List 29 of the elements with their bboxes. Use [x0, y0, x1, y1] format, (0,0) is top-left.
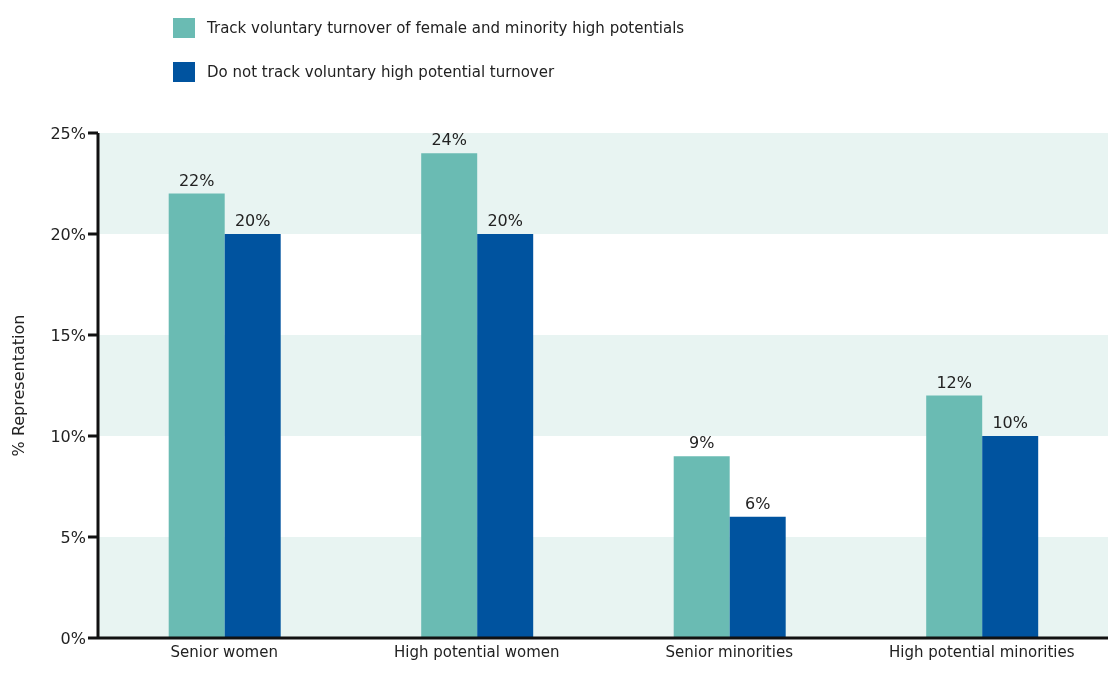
y-tick-label: 20% — [50, 224, 86, 244]
data-label: 6% — [745, 493, 771, 513]
data-label: 12% — [936, 372, 972, 392]
x-tick-label: Senior women — [170, 642, 278, 661]
data-label: 22% — [178, 170, 215, 190]
x-tick-label: Senior minorities — [665, 642, 794, 661]
bar — [926, 395, 983, 638]
data-label: 24% — [431, 130, 467, 150]
y-axis-title: % Representation — [8, 314, 28, 457]
y-tick-label: 0% — [60, 628, 86, 648]
bar — [224, 234, 281, 638]
bar — [729, 516, 786, 638]
x-tick-label: High potential minorities — [888, 642, 1075, 661]
legend-label: Track voluntary turnover of female and minority high potentials — [207, 19, 685, 37]
y-tick-label: 5% — [60, 527, 86, 547]
y-tick-label: 25% — [50, 123, 86, 143]
legend-label: Do not track voluntary high potential turnover — [207, 63, 555, 81]
data-label: 20% — [487, 211, 523, 230]
x-tick-label: High potential women — [393, 642, 560, 661]
bar — [168, 193, 225, 638]
bar — [477, 234, 534, 638]
data-label: 20% — [234, 211, 271, 230]
bar — [421, 153, 478, 638]
bar — [982, 436, 1039, 638]
bar — [673, 456, 730, 638]
y-tick-label: 10% — [50, 426, 86, 446]
data-label: 9% — [689, 433, 715, 453]
y-tick-label: 15% — [50, 325, 86, 345]
data-label: 10% — [992, 413, 1028, 432]
